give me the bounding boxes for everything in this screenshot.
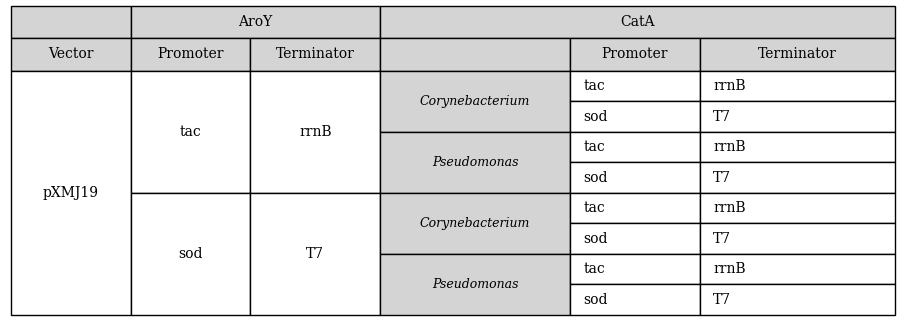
Bar <box>250 38 381 71</box>
Text: sod: sod <box>583 232 608 245</box>
Bar <box>381 38 570 71</box>
Text: CatA: CatA <box>621 15 655 29</box>
Bar <box>570 71 699 101</box>
Bar <box>11 71 130 315</box>
Text: Corynebacterium: Corynebacterium <box>419 217 530 230</box>
Text: tac: tac <box>179 125 201 139</box>
Text: Corynebacterium: Corynebacterium <box>419 95 530 108</box>
Bar <box>570 284 699 315</box>
Text: rrnB: rrnB <box>713 262 746 276</box>
Text: tac: tac <box>583 79 605 93</box>
Text: AroY: AroY <box>238 15 273 29</box>
Bar <box>11 6 130 38</box>
Text: sod: sod <box>583 171 608 184</box>
Bar <box>699 101 895 132</box>
Bar <box>699 132 895 162</box>
Text: sod: sod <box>583 293 608 307</box>
Bar <box>250 71 381 193</box>
Text: Promoter: Promoter <box>602 47 668 61</box>
Bar <box>570 132 699 162</box>
Text: rrnB: rrnB <box>713 201 746 215</box>
Bar <box>699 254 895 284</box>
Bar <box>381 6 895 38</box>
Bar <box>250 193 381 315</box>
Text: tac: tac <box>583 262 605 276</box>
Text: Pseudomonas: Pseudomonas <box>431 156 518 169</box>
Bar <box>130 193 250 315</box>
Bar <box>130 38 250 71</box>
Text: T7: T7 <box>713 109 731 123</box>
Text: Promoter: Promoter <box>158 47 224 61</box>
Bar <box>570 101 699 132</box>
Bar <box>130 6 381 38</box>
Bar <box>699 71 895 101</box>
Text: rrnB: rrnB <box>299 125 332 139</box>
Bar <box>699 193 895 223</box>
Bar <box>699 284 895 315</box>
Bar <box>130 71 250 193</box>
Text: sod: sod <box>178 247 203 261</box>
Bar <box>570 38 699 71</box>
Text: T7: T7 <box>713 293 731 307</box>
Text: rrnB: rrnB <box>713 79 746 93</box>
Text: T7: T7 <box>713 171 731 184</box>
Bar <box>570 193 699 223</box>
Bar <box>570 223 699 254</box>
Bar <box>381 254 570 315</box>
Text: tac: tac <box>583 140 605 154</box>
Bar <box>699 162 895 193</box>
Text: tac: tac <box>583 201 605 215</box>
Text: Terminator: Terminator <box>758 47 837 61</box>
Text: rrnB: rrnB <box>713 140 746 154</box>
Bar <box>570 162 699 193</box>
Bar <box>11 38 130 71</box>
Bar <box>381 71 570 132</box>
Bar <box>699 223 895 254</box>
Text: T7: T7 <box>306 247 324 261</box>
Text: T7: T7 <box>713 232 731 245</box>
Text: Terminator: Terminator <box>275 47 355 61</box>
Text: Pseudomonas: Pseudomonas <box>431 278 518 291</box>
Text: Vector: Vector <box>48 47 93 61</box>
Text: pXMJ19: pXMJ19 <box>43 186 99 200</box>
Text: sod: sod <box>583 109 608 123</box>
Bar <box>381 132 570 193</box>
Bar <box>699 38 895 71</box>
Bar <box>570 254 699 284</box>
Bar <box>381 193 570 254</box>
